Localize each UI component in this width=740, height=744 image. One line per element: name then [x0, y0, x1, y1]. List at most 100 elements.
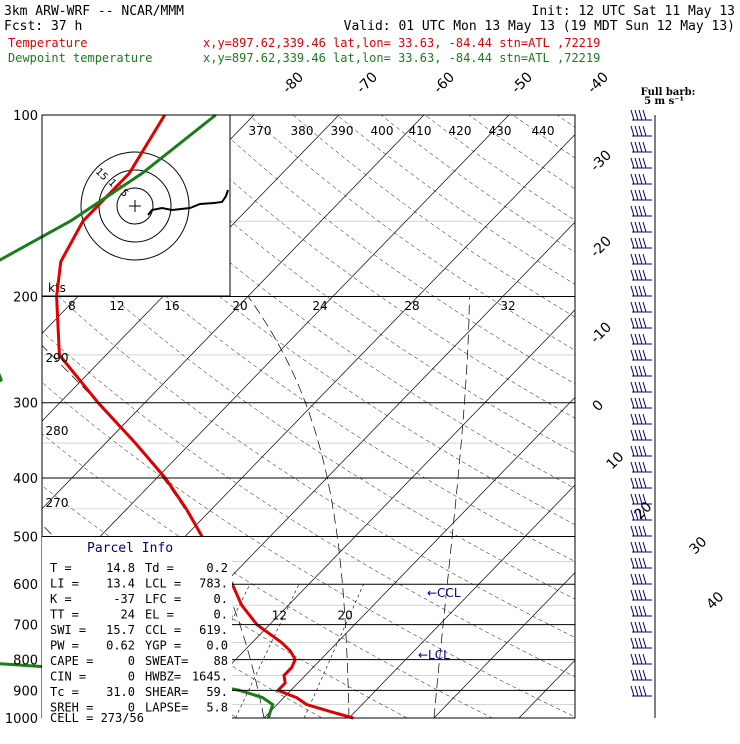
mixing-ratio-label: 20 [338, 609, 353, 623]
wind-barb-flag [631, 430, 634, 440]
index-value: 15.7 [106, 623, 135, 637]
wind-barbs [631, 110, 655, 718]
dry-adiabat [249, 115, 740, 731]
temperature-axis-label: 20 [632, 499, 656, 523]
dry-adiabat [161, 115, 740, 731]
wind-barb-flag [631, 574, 634, 584]
index-value: 783. [199, 577, 228, 591]
dry-adiabat [645, 115, 740, 731]
theta-left-label: 270 [46, 496, 69, 510]
index-value: 0. [214, 608, 228, 622]
pressure-label: 300 [13, 397, 38, 412]
wind-barb-flag [631, 318, 634, 328]
temperature-axis-label: 10 [604, 449, 628, 473]
forecast-hour: Fcst: 37 h [4, 19, 82, 34]
wind-barb-flag [635, 622, 638, 632]
wind-barb-flag [643, 302, 646, 312]
wind-barb-flag [643, 462, 646, 472]
hodograph-speed-label: 12 [109, 299, 124, 313]
pressure-label: 400 [13, 472, 38, 487]
wind-barb-flag [643, 606, 646, 616]
wind-barb-flag [631, 670, 634, 680]
index-value: 0 [128, 654, 135, 668]
wind-barb-flag [639, 254, 642, 264]
wind-barb-flag [639, 366, 642, 376]
theta-label: 370 [249, 124, 272, 138]
theta-label: 410 [409, 124, 432, 138]
index-value: 31.0 [106, 685, 135, 699]
wind-barb-flag [643, 126, 646, 136]
wind-barb-flag [643, 430, 646, 440]
wind-barb-flag [639, 238, 642, 248]
dry-adiabat [381, 115, 740, 731]
wind-barb-flag [643, 638, 646, 648]
wind-barb-flag [631, 126, 634, 136]
wind-barb-flag [643, 158, 646, 168]
ccl-marker: ←CCL [427, 586, 461, 600]
wind-barb-flag [635, 686, 638, 696]
temperature-axis-label: -50 [509, 69, 536, 96]
index-value: 619. [199, 623, 228, 637]
wind-barb-flag [643, 670, 646, 680]
theta-left-label: 280 [46, 424, 69, 438]
wind-barb-flag [635, 270, 638, 280]
wind-barb-flag [639, 190, 642, 200]
wind-barb-flag [635, 158, 638, 168]
isotherm-line [0, 102, 12, 731]
wind-barb-flag [631, 334, 634, 344]
wind-barb-flag [631, 366, 634, 376]
index-label: K = [50, 592, 72, 606]
wind-barb-flag [643, 110, 646, 120]
wind-barb-flag [643, 478, 646, 488]
wind-barb-flag [635, 318, 638, 328]
wind-barb-flag [631, 190, 634, 200]
dry-adiabat [337, 115, 740, 731]
wind-barb-flag [639, 302, 642, 312]
wind-barb-flag [631, 686, 634, 696]
dry-adiabat [0, 115, 1, 731]
dewpoint-legend-info: x,y=897.62,339.46 lat,lon= 33.63, -84.44… [203, 51, 600, 65]
wind-barb-flag [631, 542, 634, 552]
wind-barb-flag [635, 382, 638, 392]
pressure-label: 600 [13, 578, 38, 593]
temperature-axis-label: -30 [588, 147, 615, 174]
index-label: TT = [50, 608, 79, 622]
index-label: CCL = [145, 623, 181, 637]
wind-barb-flag [635, 110, 638, 120]
wind-barb-flag [635, 446, 638, 456]
wind-barb-flag [639, 206, 642, 216]
pressure-label: 100 [13, 109, 38, 124]
wind-barb-flag [643, 398, 646, 408]
wind-barb-flag [639, 558, 642, 568]
parcel-info-title: Parcel Info [87, 541, 173, 556]
wind-barb-flag [631, 398, 634, 408]
index-label: LFC = [145, 592, 181, 606]
wind-barb-flag [639, 670, 642, 680]
wind-barb-flag [635, 542, 638, 552]
wind-barb-flag [639, 622, 642, 632]
index-value: 13.4 [106, 577, 135, 591]
wind-barb-flag [639, 590, 642, 600]
wind-barb-flag [643, 366, 646, 376]
wind-barb-flag [631, 174, 634, 184]
dry-adiabat [293, 115, 740, 731]
wind-barb-flag [635, 206, 638, 216]
hodograph-speed-label: 28 [404, 299, 419, 313]
index-label: Tc = [50, 685, 79, 699]
wind-barb-flag [631, 238, 634, 248]
wind-barb-flag [631, 254, 634, 264]
wind-barb-flag [631, 638, 634, 648]
pressure-label: 900 [13, 684, 38, 699]
wind-barb-flag [635, 670, 638, 680]
wind-barb-flag [631, 142, 634, 152]
index-label: HWBZ= [145, 670, 181, 684]
cell-motion: CELL = 273/56 [50, 711, 144, 725]
index-label: Td = [145, 561, 174, 575]
wind-barb-flag [639, 654, 642, 664]
model-title: 3km ARW-WRF -- NCAR/MMM [4, 4, 184, 19]
theta-label: 380 [291, 124, 314, 138]
hodograph-speed-label: 24 [312, 299, 327, 313]
index-label: EL = [145, 608, 174, 622]
index-value: 0 [128, 670, 135, 684]
